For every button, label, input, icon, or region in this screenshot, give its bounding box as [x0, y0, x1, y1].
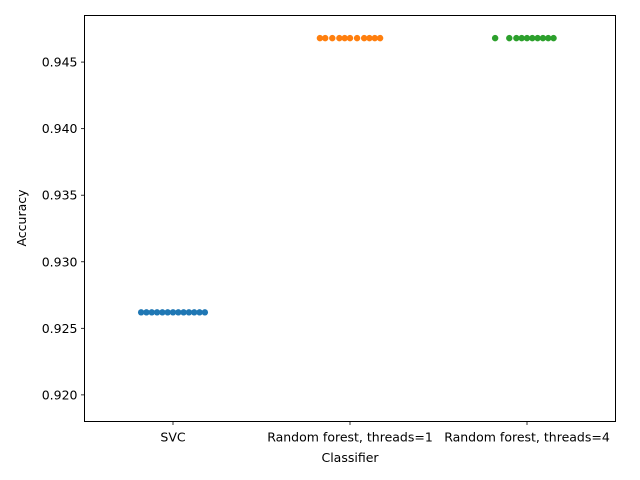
data-point [523, 34, 531, 42]
data-point [196, 309, 203, 316]
x-tick-label: Random forest, threads=4 [444, 430, 610, 445]
x-axis-label: Classifier [321, 450, 379, 465]
data-point [316, 34, 324, 42]
y-axis-label: Accuracy [14, 189, 29, 247]
data-point [329, 34, 336, 42]
y-tick-label: 0.920 [42, 387, 78, 402]
data-point [550, 34, 557, 42]
data-point [371, 34, 378, 42]
x-axis-ticks: SVC Random forest, threads=1 Random forest… [160, 421, 610, 445]
data-point [180, 309, 187, 316]
y-tick-label: 0.940 [42, 121, 78, 136]
data-point [353, 34, 361, 42]
data-point [506, 34, 513, 42]
y-tick-label: 0.925 [42, 321, 78, 336]
data-point [148, 309, 155, 316]
data-point [539, 34, 547, 42]
data-point [159, 309, 166, 316]
data-point [169, 309, 177, 316]
data-point [366, 34, 373, 42]
data-points [137, 34, 557, 316]
plot-frame [84, 15, 616, 422]
data-point [360, 34, 368, 42]
data-point [322, 34, 329, 42]
data-point [376, 34, 384, 42]
data-point [491, 34, 499, 42]
data-point [201, 309, 209, 316]
data-point [336, 34, 343, 42]
y-axis-ticks: 0.920 0.925 0.930 0.935 0.940 0.945 [42, 55, 85, 402]
data-point [534, 34, 541, 42]
data-point [164, 309, 171, 316]
y-tick-label: 0.935 [42, 188, 78, 203]
data-point [529, 34, 536, 42]
data-point [143, 309, 150, 316]
data-point [175, 309, 182, 316]
y-tick-label: 0.945 [42, 55, 78, 70]
x-tick-label: Random forest, threads=1 [267, 430, 433, 445]
y-tick-label: 0.930 [42, 254, 78, 269]
data-point [518, 34, 525, 42]
data-point [341, 34, 348, 42]
data-point [153, 309, 161, 316]
data-point [185, 309, 193, 316]
data-point [137, 309, 145, 316]
data-point [346, 34, 354, 42]
data-point [191, 309, 198, 316]
data-point [545, 34, 552, 42]
x-tick-label: SVC [160, 430, 185, 445]
data-point [513, 34, 520, 42]
